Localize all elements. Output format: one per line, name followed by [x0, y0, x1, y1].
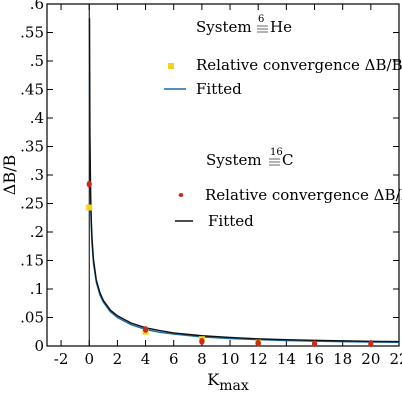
x-tick-label: 12 [249, 350, 268, 368]
y-tick-label: .1 [30, 280, 44, 298]
y-axis-label: ΔB/B [0, 155, 19, 195]
legend-isotope-element: He [270, 18, 292, 36]
fitted-curve-6He [88, 72, 400, 343]
x-tick-label: 4 [141, 350, 151, 368]
data-point-16C [255, 339, 261, 347]
legend-isotope-mass: 6 [258, 14, 264, 25]
legend-marker-points-6He [168, 63, 174, 69]
y-tick-label: .35 [20, 138, 44, 156]
legend-fit-label: Fitted [208, 212, 254, 230]
fitted-curve-16C [88, 18, 400, 343]
data-point-6He [86, 204, 93, 211]
y-tick-label: .3 [30, 166, 44, 184]
y-tick-label: .2 [30, 223, 44, 241]
legend-fit-label: Fitted [196, 80, 242, 98]
y-tick-label: .4 [30, 109, 44, 127]
y-tick-label: .15 [20, 252, 44, 270]
legend-isotope-mass: 16 [270, 147, 283, 158]
legend-system-text: System [206, 151, 262, 169]
legend-marker-points-16C [178, 193, 184, 197]
data-point-16C [368, 340, 374, 348]
y-tick-label: .45 [20, 81, 44, 99]
x-axis-label-main: K [207, 370, 220, 389]
x-axis-label: Kmax [207, 370, 249, 394]
y-tick-label: .5 [30, 52, 44, 70]
y-tick-label: 0 [34, 337, 44, 355]
x-tick-label: 16 [305, 350, 324, 368]
data-point-16C [86, 180, 92, 188]
x-tick-label: 6 [169, 350, 179, 368]
x-tick-label: -2 [54, 350, 69, 368]
legend-system-text: System [196, 18, 252, 36]
x-tick-label: 0 [84, 350, 94, 368]
data-point-16C [199, 338, 205, 345]
x-tick-label: 20 [361, 350, 380, 368]
legend-isotope-element: C [282, 151, 293, 169]
y-tick-label: .05 [20, 309, 44, 327]
data-point-16C [311, 340, 318, 348]
x-tick-label: 22 [389, 350, 402, 368]
legend-points-label: Relative convergence ΔB/B [196, 56, 402, 74]
x-tick-label: 10 [220, 350, 239, 368]
y-tick-label: .55 [20, 24, 44, 42]
x-tick-label: 14 [277, 350, 296, 368]
x-tick-label: 2 [113, 350, 123, 368]
y-tick-label: .6 [30, 0, 44, 13]
x-tick-label: 8 [197, 350, 207, 368]
data-point-16C [142, 326, 149, 333]
x-tick-label: 18 [333, 350, 352, 368]
legend-points-label: Relative convergence ΔB/B [205, 186, 402, 204]
x-axis-label-subscript: max [219, 378, 249, 394]
y-tick-label: .25 [20, 195, 44, 213]
